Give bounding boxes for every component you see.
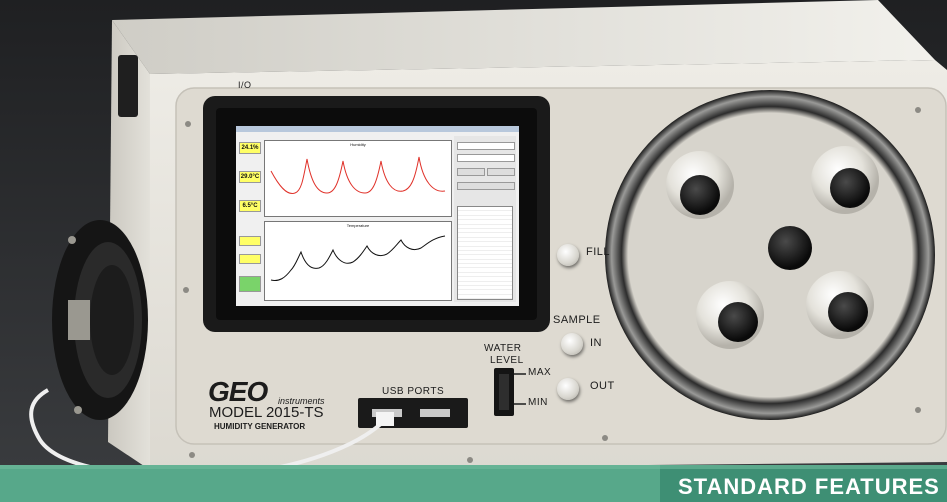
cabinet-top [112,0,935,74]
sample-label: SAMPLE [553,314,601,326]
temperature-readout: 29.0°C [239,171,261,183]
bottom-banner-left [0,465,660,502]
in-label: IN [590,337,602,349]
humidity-readout: 24.1% [239,142,261,154]
screen-button[interactable] [457,168,485,176]
cable-gland [811,146,879,214]
level-label: LEVEL [490,355,524,366]
sample-chamber [605,90,935,420]
setting-field[interactable] [457,142,515,150]
cable-gland [666,151,734,219]
usb-port[interactable] [420,409,450,417]
temperature-chart-title: Temperature [346,223,370,228]
cable-gland [806,271,874,339]
out-label: OUT [590,380,615,392]
temperature-chart: Temperature [264,221,452,301]
humidity-line [270,156,446,195]
screen-settings-panel [454,136,516,304]
max-label: MAX [528,367,552,378]
humidity-chart-title: Humidity [350,142,366,147]
brand-logo: GEO [208,376,268,407]
io-label: I/O [238,80,252,90]
banner-heading: STANDARD FEATURES [678,474,940,499]
screen-button[interactable] [457,182,515,190]
screen-title-bar [236,126,519,132]
side-fitting [52,220,148,420]
touchscreen-display[interactable]: 24.1% 29.0°C 6.5°C Humidity Temperature [236,126,519,306]
brand-suffix: instruments [278,396,325,406]
cable-gland [696,281,764,349]
water-label: WATER [484,343,522,354]
fill-label: FILL [586,246,611,258]
sample-out-button[interactable] [557,378,579,400]
model-name: MODEL 2015-TS [209,404,324,421]
fill-button[interactable] [557,244,579,266]
center-knob [768,226,812,270]
run-button[interactable] [239,276,261,292]
bottom-banner-right [660,465,947,502]
screen-sidebar: 24.1% 29.0°C 6.5°C [239,136,261,302]
min-label: MIN [528,397,548,408]
sample-in-button[interactable] [561,333,583,355]
temperature-line [270,235,446,281]
usb-ports-label: USB PORTS [382,386,445,397]
status-indicator [239,254,261,264]
setting-field[interactable] [457,154,515,162]
dewpoint-readout: 6.5°C [239,200,261,212]
screen-button[interactable] [487,168,515,176]
humidity-chart: Humidity [264,140,452,217]
status-indicator [239,236,261,246]
side-handle [118,55,138,117]
event-log-list[interactable] [457,206,513,304]
model-subtitle: HUMIDITY GENERATOR [214,422,306,431]
